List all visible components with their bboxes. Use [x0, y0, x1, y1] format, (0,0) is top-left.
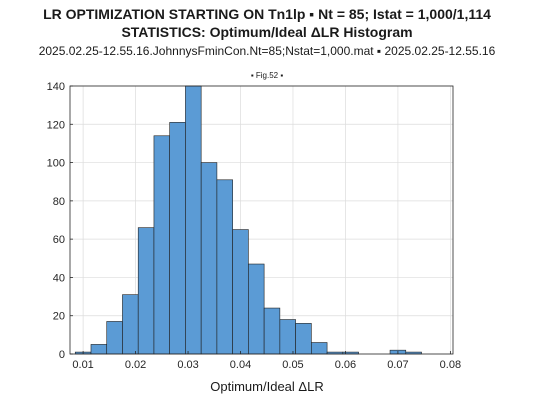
histogram-bar	[185, 85, 202, 355]
y-tick-label: 40	[53, 272, 65, 284]
figure-tag: ▪ Fig.52 ▪	[250, 71, 284, 80]
histogram-bar	[137, 227, 155, 355]
y-tick-label: 80	[53, 196, 65, 208]
x-tick-label: 0.05	[282, 359, 303, 371]
figure-title-line-1: LR OPTIMIZATION STARTING ON Tn1lp ▪ Nt =…	[43, 6, 491, 22]
histogram-bar	[200, 162, 218, 355]
histogram-bars	[74, 85, 422, 355]
y-tick-label: 60	[53, 234, 65, 246]
x-tick-label: 0.04	[230, 359, 251, 371]
x-tick-label: 0.03	[177, 359, 198, 371]
histogram-bar	[248, 263, 265, 355]
histogram-bar	[169, 122, 186, 355]
y-tick-label: 100	[47, 158, 65, 170]
figure-title-line-2: STATISTICS: Optimum/Ideal ΔLR Histogram	[121, 24, 413, 40]
y-tick-label: 140	[47, 81, 65, 93]
histogram-bar	[90, 344, 108, 355]
y-tick-label: 0	[59, 349, 65, 361]
histogram-bar	[311, 342, 328, 355]
x-tick-label: 0.02	[125, 359, 146, 371]
axis-ticks: 0.01 0.02 0.03 0.04 0.05 0.06 0.07 0.08 0 20 40 60 8…	[47, 81, 461, 371]
histogram-bar	[122, 294, 139, 355]
histogram-bar	[295, 323, 312, 355]
x-tick-label: 0.06	[335, 359, 356, 371]
x-tick-label: 0.01	[72, 359, 93, 371]
histogram-bar	[232, 229, 249, 355]
figure-title-line-3: 2025.02.25-12.55.16.JohnnysFminCon.Nt=85…	[38, 44, 496, 58]
histogram-bar	[106, 321, 123, 355]
histogram-bar	[216, 179, 233, 355]
histogram-bar	[153, 135, 170, 355]
x-tick-label: 0.07	[387, 359, 408, 371]
x-tick-label: 0.08	[440, 359, 461, 371]
histogram-bar	[279, 319, 296, 355]
x-axis-label: Optimum/Ideal ΔLR	[210, 379, 324, 394]
y-tick-label: 20	[53, 311, 65, 323]
plot-frame	[69, 85, 454, 355]
histogram-bar	[263, 307, 281, 355]
y-tick-label: 120	[47, 119, 65, 131]
